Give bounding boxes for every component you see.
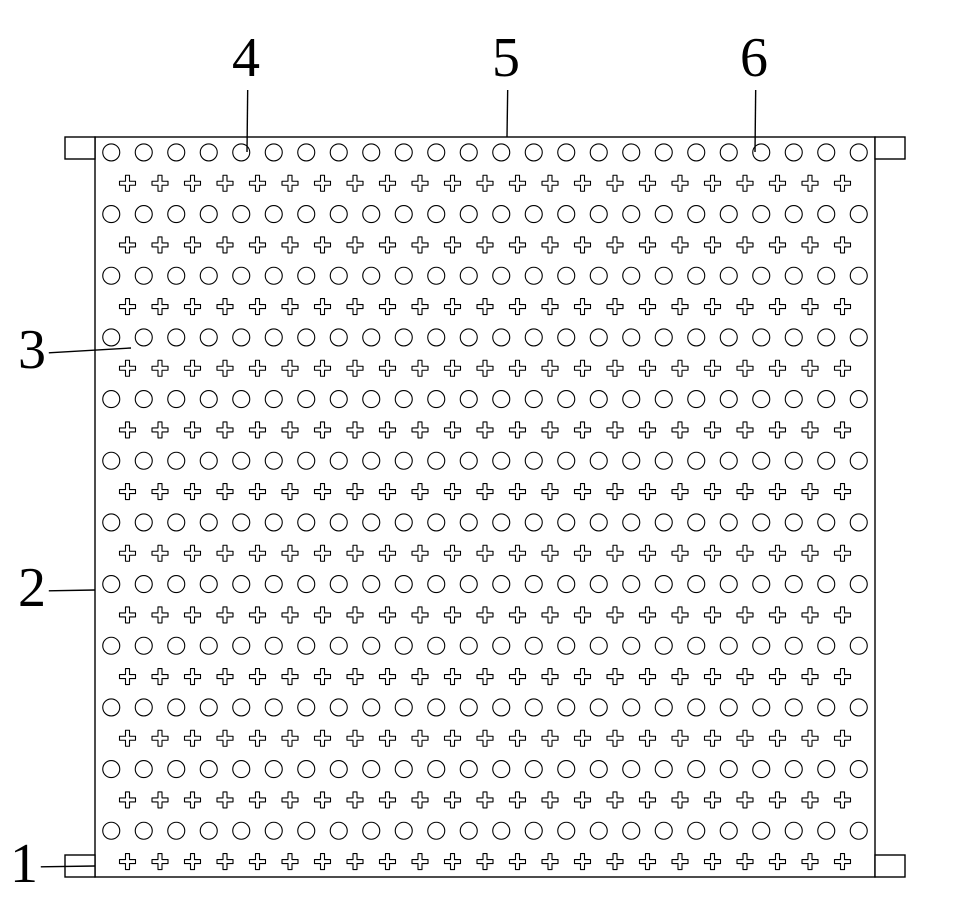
leader-line (41, 866, 95, 867)
tab-top-left (65, 137, 95, 159)
leader-line (49, 590, 95, 591)
callout-label-3: 3 (18, 322, 46, 378)
callout-label-2: 2 (18, 560, 46, 616)
tab-top-right (875, 137, 905, 159)
panel-frame (95, 137, 875, 877)
callout-label-6: 6 (740, 30, 768, 86)
leader-line (247, 90, 248, 152)
leader-line (507, 90, 508, 137)
tab-bottom-right (875, 855, 905, 877)
callout-label-5: 5 (492, 30, 520, 86)
diagram-stage: 1 2 3 4 5 6 (0, 0, 960, 918)
leader-line (755, 90, 756, 152)
callout-label-1: 1 (10, 836, 38, 892)
diagram-svg (0, 0, 960, 918)
callout-label-4: 4 (232, 30, 260, 86)
